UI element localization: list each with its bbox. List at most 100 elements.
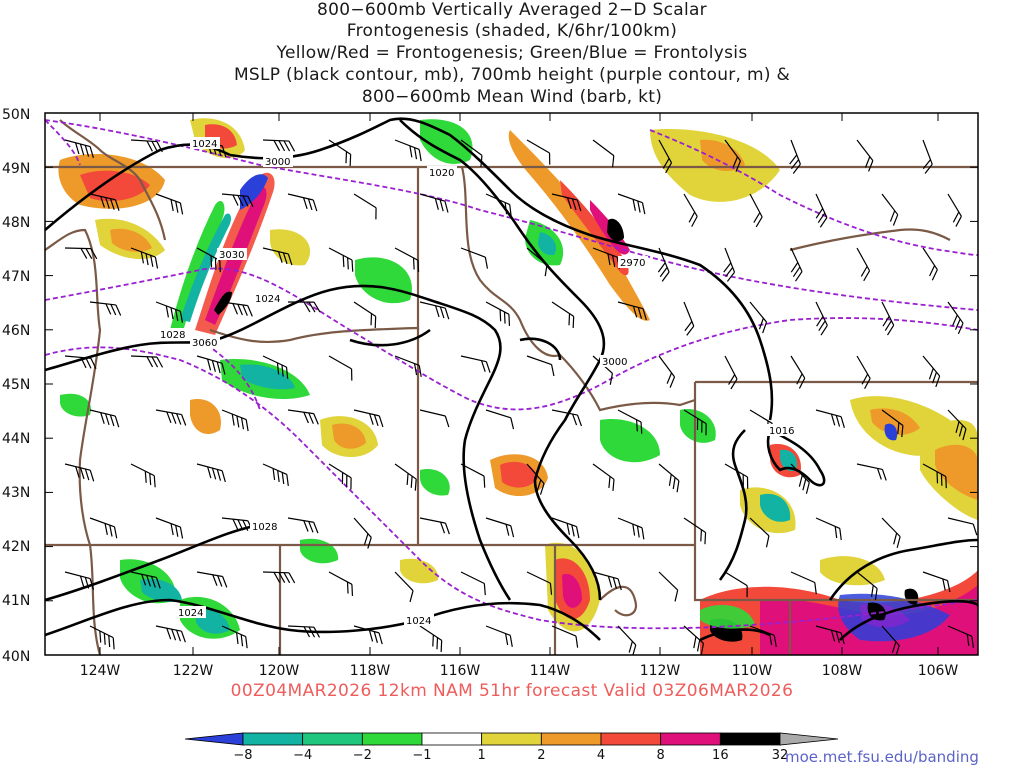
wind-barb bbox=[922, 355, 941, 388]
wind-barb bbox=[196, 463, 226, 483]
wind-barb bbox=[155, 517, 184, 539]
wind-barb bbox=[526, 355, 555, 377]
wind-barb bbox=[287, 409, 319, 425]
wind-barb bbox=[592, 463, 615, 491]
wind-barb bbox=[658, 139, 673, 174]
wind-barb bbox=[617, 409, 643, 434]
wind-barb bbox=[287, 517, 319, 534]
map-content bbox=[45, 117, 978, 655]
wind-barb bbox=[724, 355, 738, 390]
wind-barb bbox=[394, 139, 422, 162]
wind-barb bbox=[749, 301, 768, 334]
wind-barb bbox=[815, 193, 828, 228]
wind-barb bbox=[419, 301, 450, 320]
wind-barb bbox=[551, 409, 583, 427]
wind-barb bbox=[221, 193, 254, 208]
title-line-1: 800−600mb Vertically Averaged 2−D Scalar bbox=[317, 0, 707, 20]
wind-barb bbox=[419, 625, 443, 653]
colorbar-label: 4 bbox=[597, 748, 605, 763]
wind-barb bbox=[328, 247, 354, 272]
wind-barb bbox=[394, 247, 420, 272]
wind-barb bbox=[683, 517, 707, 545]
lat-label-47n: 47N bbox=[2, 269, 30, 285]
wind-barb bbox=[790, 571, 817, 595]
wind-barb bbox=[526, 463, 545, 495]
lon-label-106w: 106W bbox=[918, 663, 959, 679]
wind-barb bbox=[881, 409, 904, 438]
colorbar-swatch bbox=[361, 732, 423, 746]
wind-barb bbox=[485, 409, 515, 430]
colorbar-arrow-low bbox=[184, 732, 244, 746]
lon-label-116w: 116W bbox=[440, 663, 481, 679]
wind-barb bbox=[724, 571, 748, 598]
wind-barb bbox=[221, 517, 254, 532]
title-line-2: Frontogenesis (shaded, K/6hr/100km) bbox=[346, 21, 678, 41]
wind-barb bbox=[89, 517, 118, 539]
lat-label-43n: 43N bbox=[2, 485, 30, 501]
wind-barb bbox=[196, 571, 228, 588]
mslp-label-1024-nw: 1024 bbox=[190, 137, 220, 150]
lat-label-45n: 45N bbox=[2, 377, 30, 393]
mslp-label-1024-west: 1024 bbox=[253, 292, 283, 305]
wind-barb bbox=[353, 193, 377, 220]
wind-barb bbox=[485, 301, 511, 326]
wind-barb bbox=[221, 409, 249, 432]
wind-barb bbox=[196, 247, 221, 273]
wind-barb bbox=[922, 247, 938, 281]
lat-label-49n: 49N bbox=[2, 161, 30, 177]
colorbar-swatch bbox=[242, 732, 304, 746]
colorbar-arrow-high bbox=[779, 732, 839, 746]
credit-url[interactable]: moe.met.fsu.edu/banding bbox=[785, 748, 979, 766]
wind-barb bbox=[551, 625, 579, 648]
wind-barb bbox=[749, 193, 763, 228]
wind-barb bbox=[749, 625, 777, 647]
wind-barb bbox=[526, 247, 548, 277]
state-borders bbox=[45, 119, 978, 655]
lon-label-108w: 108W bbox=[822, 663, 863, 679]
wind-barb bbox=[460, 571, 486, 596]
colorbar-label: 1 bbox=[478, 748, 486, 763]
colorbar-swatch bbox=[660, 732, 721, 746]
height-label-3030: 3030 bbox=[217, 248, 247, 261]
wind-barb bbox=[353, 625, 383, 645]
wind-barb bbox=[262, 247, 293, 266]
wind-barb bbox=[221, 625, 248, 649]
svg-text:3060: 3060 bbox=[192, 338, 217, 349]
colorbar-label: −8 bbox=[233, 748, 252, 763]
wind-barb bbox=[89, 409, 120, 428]
lon-label-122w: 122W bbox=[173, 663, 214, 679]
wind-barb bbox=[815, 301, 828, 336]
mslp-label-1016: 1016 bbox=[767, 424, 797, 437]
lon-label-114w: 114W bbox=[530, 663, 571, 679]
latitude-labels: 50N 49N 48N 47N 46N 45N 44N 43N 42N 41N … bbox=[2, 107, 30, 665]
mslp-label-1020: 1020 bbox=[427, 166, 457, 179]
height-label-3000-nw: 3000 bbox=[263, 155, 293, 168]
wind-barb bbox=[683, 625, 705, 655]
wind-barb bbox=[196, 355, 226, 375]
lat-label-41n: 41N bbox=[2, 593, 30, 609]
wind-barb bbox=[856, 355, 871, 389]
wind-barb bbox=[460, 139, 483, 168]
svg-text:2970: 2970 bbox=[620, 258, 645, 269]
svg-text:1024: 1024 bbox=[178, 608, 203, 619]
wind-barb bbox=[551, 301, 575, 329]
wind-barb bbox=[658, 571, 679, 602]
wind-barb bbox=[328, 571, 354, 596]
mslp-label-1024-south: 1024 bbox=[404, 614, 434, 627]
title-line-4: MSLP (black contour, mb), 700mb height (… bbox=[233, 65, 791, 85]
contour-labels: 1024 1020 1024 1028 1016 1028 1024 1024 … bbox=[158, 137, 797, 627]
wind-barb bbox=[789, 139, 801, 174]
wind-barb bbox=[856, 247, 871, 282]
wind-barb bbox=[64, 139, 94, 158]
svg-text:1024: 1024 bbox=[406, 616, 431, 627]
forecast-valid-time: 00Z04MAR2026 12km NAM 51hr forecast Vali… bbox=[230, 681, 794, 701]
wind-barb bbox=[922, 139, 933, 174]
wind-barb bbox=[947, 193, 962, 227]
mslp-label-1028-south: 1028 bbox=[250, 520, 280, 533]
wind-barb bbox=[723, 247, 736, 282]
wind-barb bbox=[922, 463, 947, 489]
wind-barb bbox=[551, 517, 580, 539]
wind-barb bbox=[683, 409, 707, 436]
wind-barb bbox=[287, 625, 321, 638]
wind-barb bbox=[790, 463, 810, 494]
